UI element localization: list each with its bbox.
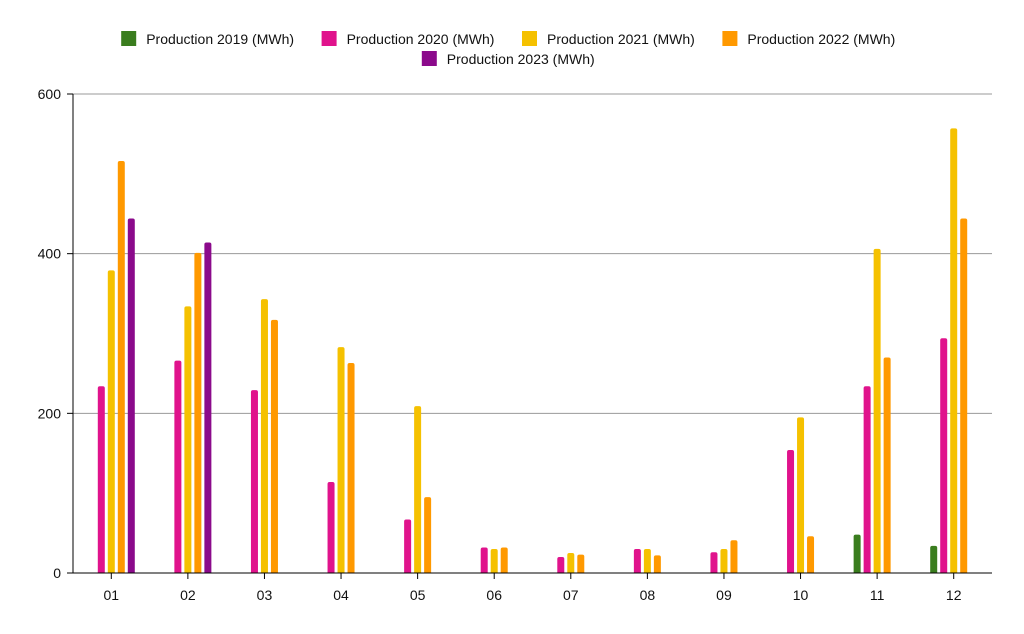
x-tick-label-11: 11 xyxy=(870,587,885,603)
legend-item-1[interactable]: Production 2019 (MWh) xyxy=(121,31,294,47)
legend-swatch-2 xyxy=(321,31,337,46)
x-tick-label-09: 09 xyxy=(716,587,732,603)
bar-02-series-5 xyxy=(204,242,212,574)
bar-12-series-2 xyxy=(940,338,948,573)
bar-02-series-2 xyxy=(174,360,182,573)
bar-08-series-2 xyxy=(633,549,641,573)
x-tick-label-08: 08 xyxy=(640,587,656,603)
bar-02-series-4 xyxy=(194,252,202,573)
bar-01-series-3 xyxy=(107,270,115,573)
bar-11-series-1 xyxy=(853,534,861,573)
x-tick-label-07: 07 xyxy=(563,587,579,603)
x-tick-label-03: 03 xyxy=(257,587,273,603)
x-tick-label-01: 01 xyxy=(104,587,120,603)
legend-label-3: Production 2021 (MWh) xyxy=(547,31,695,47)
bars xyxy=(97,128,968,574)
legend-label-4: Production 2022 (MWh) xyxy=(747,31,895,47)
x-tick-label-06: 06 xyxy=(486,587,502,603)
bar-09-series-3 xyxy=(720,549,728,573)
bar-04-series-3 xyxy=(337,347,345,573)
bar-08-series-3 xyxy=(643,549,651,573)
bar-05-series-3 xyxy=(414,406,422,573)
bar-09-series-4 xyxy=(730,540,738,573)
x-tick-label-02: 02 xyxy=(180,587,196,603)
legend-label-5: Production 2023 (MWh) xyxy=(447,51,595,67)
bar-04-series-4 xyxy=(347,363,355,573)
bar-04-series-2 xyxy=(327,481,335,573)
x-tick-label-10: 10 xyxy=(793,587,809,603)
bar-01-series-2 xyxy=(97,386,105,573)
bar-05-series-4 xyxy=(424,497,432,573)
bar-03-series-3 xyxy=(260,299,268,573)
x-tick-label-05: 05 xyxy=(410,587,426,603)
legend-item-3[interactable]: Production 2021 (MWh) xyxy=(522,31,695,47)
bar-10-series-3 xyxy=(797,417,805,573)
bar-11-series-2 xyxy=(863,386,871,573)
bar-11-series-3 xyxy=(873,248,881,574)
bar-03-series-4 xyxy=(270,319,278,573)
bar-07-series-3 xyxy=(567,553,575,573)
bar-07-series-4 xyxy=(577,554,585,573)
y-tick-label-600: 600 xyxy=(38,86,62,102)
bar-12-series-1 xyxy=(930,545,938,573)
bar-01-series-5 xyxy=(127,218,135,574)
bar-09-series-2 xyxy=(710,552,718,573)
bar-06-series-3 xyxy=(490,549,498,573)
y-tick-label-400: 400 xyxy=(38,246,62,262)
bar-06-series-2 xyxy=(480,547,488,573)
y-tick-label-0: 0 xyxy=(53,565,61,581)
legend-item-2[interactable]: Production 2020 (MWh) xyxy=(321,31,495,47)
bar-05-series-2 xyxy=(404,519,412,573)
y-tick-label-200: 200 xyxy=(38,405,62,421)
x-tick-label-12: 12 xyxy=(946,587,962,603)
legend-swatch-4 xyxy=(722,31,738,46)
legend-item-4[interactable]: Production 2022 (MWh) xyxy=(722,31,895,47)
bar-03-series-2 xyxy=(250,390,258,573)
legend-swatch-3 xyxy=(522,31,537,46)
bar-10-series-4 xyxy=(807,536,815,573)
legend-label-2: Production 2020 (MWh) xyxy=(347,31,495,47)
bar-06-series-4 xyxy=(500,547,508,573)
bar-12-series-4 xyxy=(960,218,968,574)
y-axis: 0 200 400 600 xyxy=(38,86,74,581)
x-tick-label-04: 04 xyxy=(333,587,349,603)
bar-11-series-4 xyxy=(883,357,891,573)
legend: Production 2019 (MWh) Production 2020 (MW… xyxy=(121,31,895,67)
legend-swatch-1 xyxy=(121,31,137,46)
bar-08-series-4 xyxy=(653,555,661,573)
bar-10-series-2 xyxy=(787,450,795,573)
legend-label-1: Production 2019 (MWh) xyxy=(146,31,294,47)
bar-02-series-3 xyxy=(184,306,192,573)
bar-12-series-3 xyxy=(950,128,958,573)
x-axis: 01 02 03 04 05 06 07 08 09 10 11 12 xyxy=(67,572,992,603)
bar-07-series-2 xyxy=(557,557,565,573)
legend-swatch-5 xyxy=(421,51,437,66)
gridlines xyxy=(73,93,992,414)
bar-01-series-4 xyxy=(117,161,125,573)
legend-item-5[interactable]: Production 2023 (MWh) xyxy=(421,51,595,67)
